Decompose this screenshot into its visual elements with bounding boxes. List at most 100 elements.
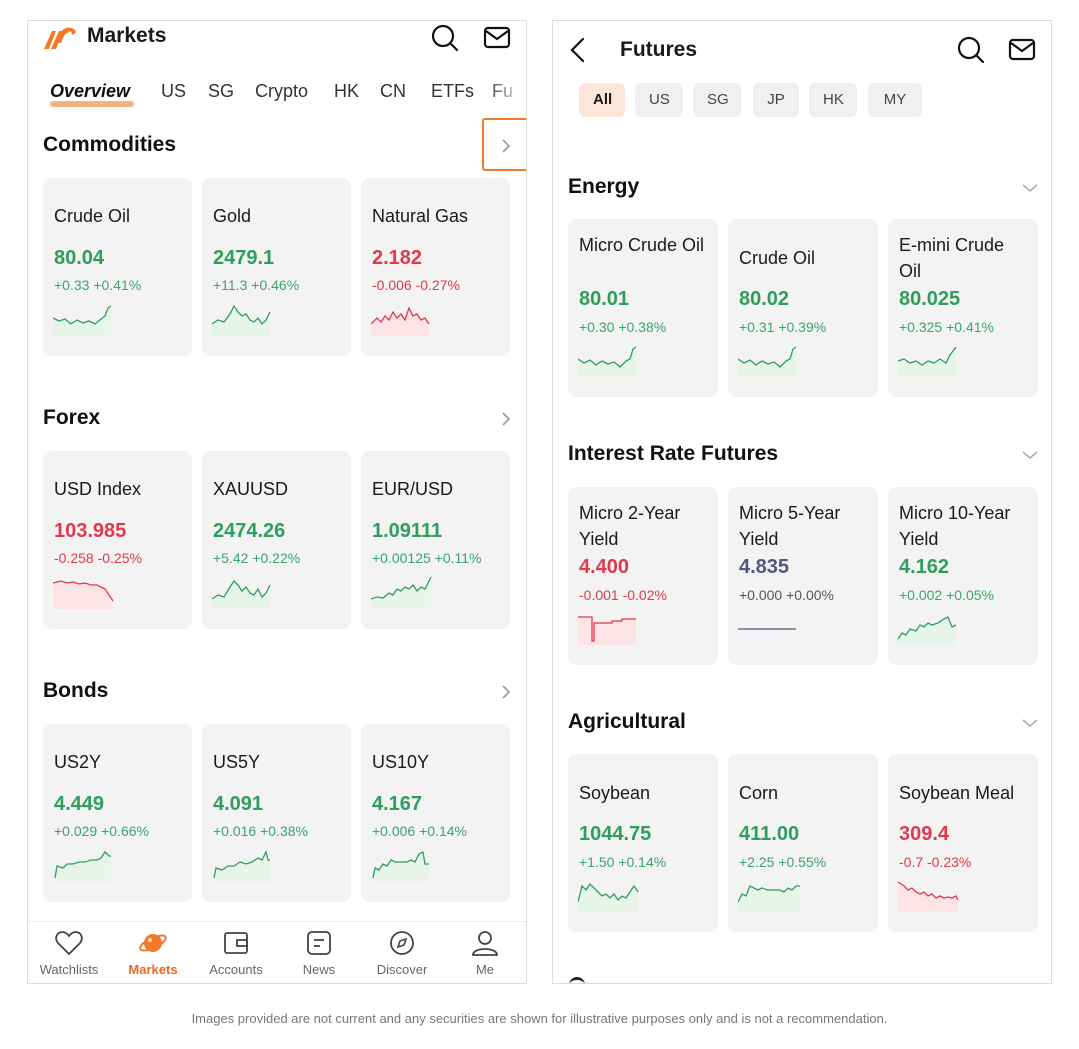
tab-overview[interactable]: Overview (50, 81, 131, 101)
card-crude-oil-futures[interactable]: Crude Oil 80.02 +0.31 +0.39% (728, 219, 878, 397)
nav-accounts[interactable]: Accounts (196, 928, 276, 977)
card-micro-5-year-yield[interactable]: Micro 5-Year Yield 4.835 +0.000 +0.00% (728, 487, 878, 665)
nav-news[interactable]: News (279, 928, 359, 977)
instrument-change: +5.42 +0.22% (213, 550, 301, 566)
instrument-name: US10Y (372, 752, 430, 772)
card-us5y[interactable]: US5Y 4.091 +0.016 +0.38% (202, 724, 351, 902)
instrument-name: Corn (739, 783, 779, 803)
page-title: Markets (87, 24, 167, 47)
instrument-price: 411.00 (739, 823, 800, 845)
instrument-name: XAUUSD (213, 479, 289, 499)
card-crude-oil[interactable]: Crude Oil 80.04 +0.33 +0.41% (43, 178, 192, 356)
section-title-forex: Forex (43, 406, 101, 429)
instrument-change: +0.33 +0.41% (54, 277, 142, 293)
chip-all[interactable]: All (579, 83, 625, 117)
section-title-agricultural: Agricultural (568, 710, 686, 733)
card-micro-crude-oil[interactable]: Micro Crude Oil 80.01 +0.30 +0.38% (568, 219, 718, 397)
news-icon (307, 931, 331, 955)
sparkline (738, 346, 797, 377)
tab-hk[interactable]: HK (334, 81, 360, 101)
card-usd-index[interactable]: USD Index 103.985 -0.258 -0.25% (43, 451, 192, 629)
instrument-name: US5Y (213, 752, 261, 772)
bonds-more-button[interactable] (492, 678, 520, 706)
nav-label: Discover (376, 962, 428, 977)
chip-my[interactable]: MY (868, 83, 922, 117)
sparkline (578, 882, 639, 912)
sparkline (53, 305, 112, 336)
mail-icon[interactable] (482, 23, 512, 53)
bottom-nav: Watchlists Markets Accounts News Discove… (28, 921, 526, 983)
card-corn[interactable]: Corn 411.00 +2.25 +0.55% (728, 754, 878, 932)
partial-section-title-cutoff (569, 977, 585, 983)
chevron-down-icon[interactable] (1020, 716, 1040, 730)
card-natural-gas[interactable]: Natural Gas 2.182 -0.006 -0.27% (361, 178, 510, 356)
search-icon[interactable] (956, 35, 986, 65)
card-us2y[interactable]: US2Y 4.449 +0.029 +0.66% (43, 724, 192, 902)
instrument-price: 2.182 (372, 247, 423, 269)
commodities-more-button[interactable] (492, 132, 520, 160)
chip-jp[interactable]: JP (753, 83, 799, 117)
chip-hk[interactable]: HK (809, 83, 857, 117)
card-e-mini-crude-oil[interactable]: E-mini Crude Oil 80.025 +0.325 +0.41% (888, 219, 1038, 397)
instrument-price: 1044.75 (579, 823, 652, 845)
sparkline (371, 577, 432, 609)
card-eur-usd[interactable]: EUR/USD 1.09111 +0.00125 +0.11% (361, 451, 510, 629)
nav-markets[interactable]: Markets (113, 928, 193, 977)
nav-me[interactable]: Me (445, 928, 525, 977)
nav-label: News (302, 962, 336, 977)
tab-crypto[interactable]: Crypto (255, 81, 309, 101)
section-title-energy: Energy (568, 175, 640, 198)
nav-discover[interactable]: Discover (362, 928, 442, 977)
card-gold[interactable]: Gold 2479.1 +11.3 +0.46% (202, 178, 351, 356)
futures-screen: Futures All US SG JP HK MY Energy Micro … (552, 20, 1052, 984)
chip-sg[interactable]: SG (693, 83, 741, 117)
instrument-price: 309.4 (899, 823, 950, 845)
planet-icon (139, 934, 167, 952)
instrument-price: 80.025 (899, 288, 961, 310)
tab-us[interactable]: US (161, 81, 187, 101)
active-tab-underline (50, 101, 134, 107)
wallet-icon (224, 932, 248, 954)
instrument-name: Micro 10-Year Yield (899, 503, 1011, 549)
nav-watchlists[interactable]: Watchlists (29, 928, 109, 977)
instrument-name: Gold (213, 206, 252, 226)
instrument-price: 2479.1 (213, 247, 275, 269)
chevron-right-icon (502, 139, 511, 153)
forex-more-button[interactable] (492, 405, 520, 433)
section-title-interest-rate-futures: Interest Rate Futures (568, 442, 779, 465)
instrument-price: 80.02 (739, 288, 790, 310)
card-xauusd[interactable]: XAUUSD 2474.26 +5.42 +0.22% (202, 451, 351, 629)
search-icon[interactable] (430, 23, 460, 53)
instrument-name: Natural Gas (372, 206, 469, 226)
instrument-name: Micro 2-Year Yield (579, 503, 681, 549)
sparkline (738, 885, 800, 912)
mail-icon[interactable] (1007, 35, 1037, 65)
instrument-price: 80.04 (54, 247, 105, 269)
highlight-box (482, 118, 526, 171)
card-soybean[interactable]: Soybean 1044.75 +1.50 +0.14% (568, 754, 718, 932)
instrument-name: Micro 5-Year Yield (739, 503, 841, 549)
card-us10y[interactable]: US10Y 4.167 +0.006 +0.14% (361, 724, 510, 902)
instrument-price: 1.09111 (372, 520, 443, 542)
sparkline (53, 580, 114, 609)
instrument-price: 4.167 (372, 793, 423, 815)
instrument-change: +1.50 +0.14% (579, 854, 667, 870)
tab-etfs[interactable]: ETFs (431, 81, 474, 101)
instrument-change: -0.7 -0.23% (899, 854, 972, 870)
instrument-price: 2474.26 (213, 520, 286, 542)
sparkline (371, 306, 430, 336)
instrument-price: 4.835 (739, 556, 790, 578)
tab-sg[interactable]: SG (208, 81, 235, 101)
section-title-commodities: Commodities (43, 133, 177, 156)
chevron-down-icon[interactable] (1020, 181, 1040, 195)
tab-cn[interactable]: CN (380, 81, 406, 101)
chip-us[interactable]: US (635, 83, 683, 117)
card-micro-2-year-yield[interactable]: Micro 2-Year Yield 4.400 -0.001 -0.02% (568, 487, 718, 665)
back-arrow-icon[interactable] (565, 35, 591, 65)
card-soybean-meal[interactable]: Soybean Meal 309.4 -0.7 -0.23% (888, 754, 1038, 932)
card-micro-10-year-yield[interactable]: Micro 10-Year Yield 4.162 +0.002 +0.05% (888, 487, 1038, 665)
person-icon (472, 931, 498, 956)
chevron-down-icon[interactable] (1020, 448, 1040, 462)
instrument-name: E-mini Crude Oil (899, 235, 1005, 281)
instrument-price: 80.01 (579, 288, 630, 310)
